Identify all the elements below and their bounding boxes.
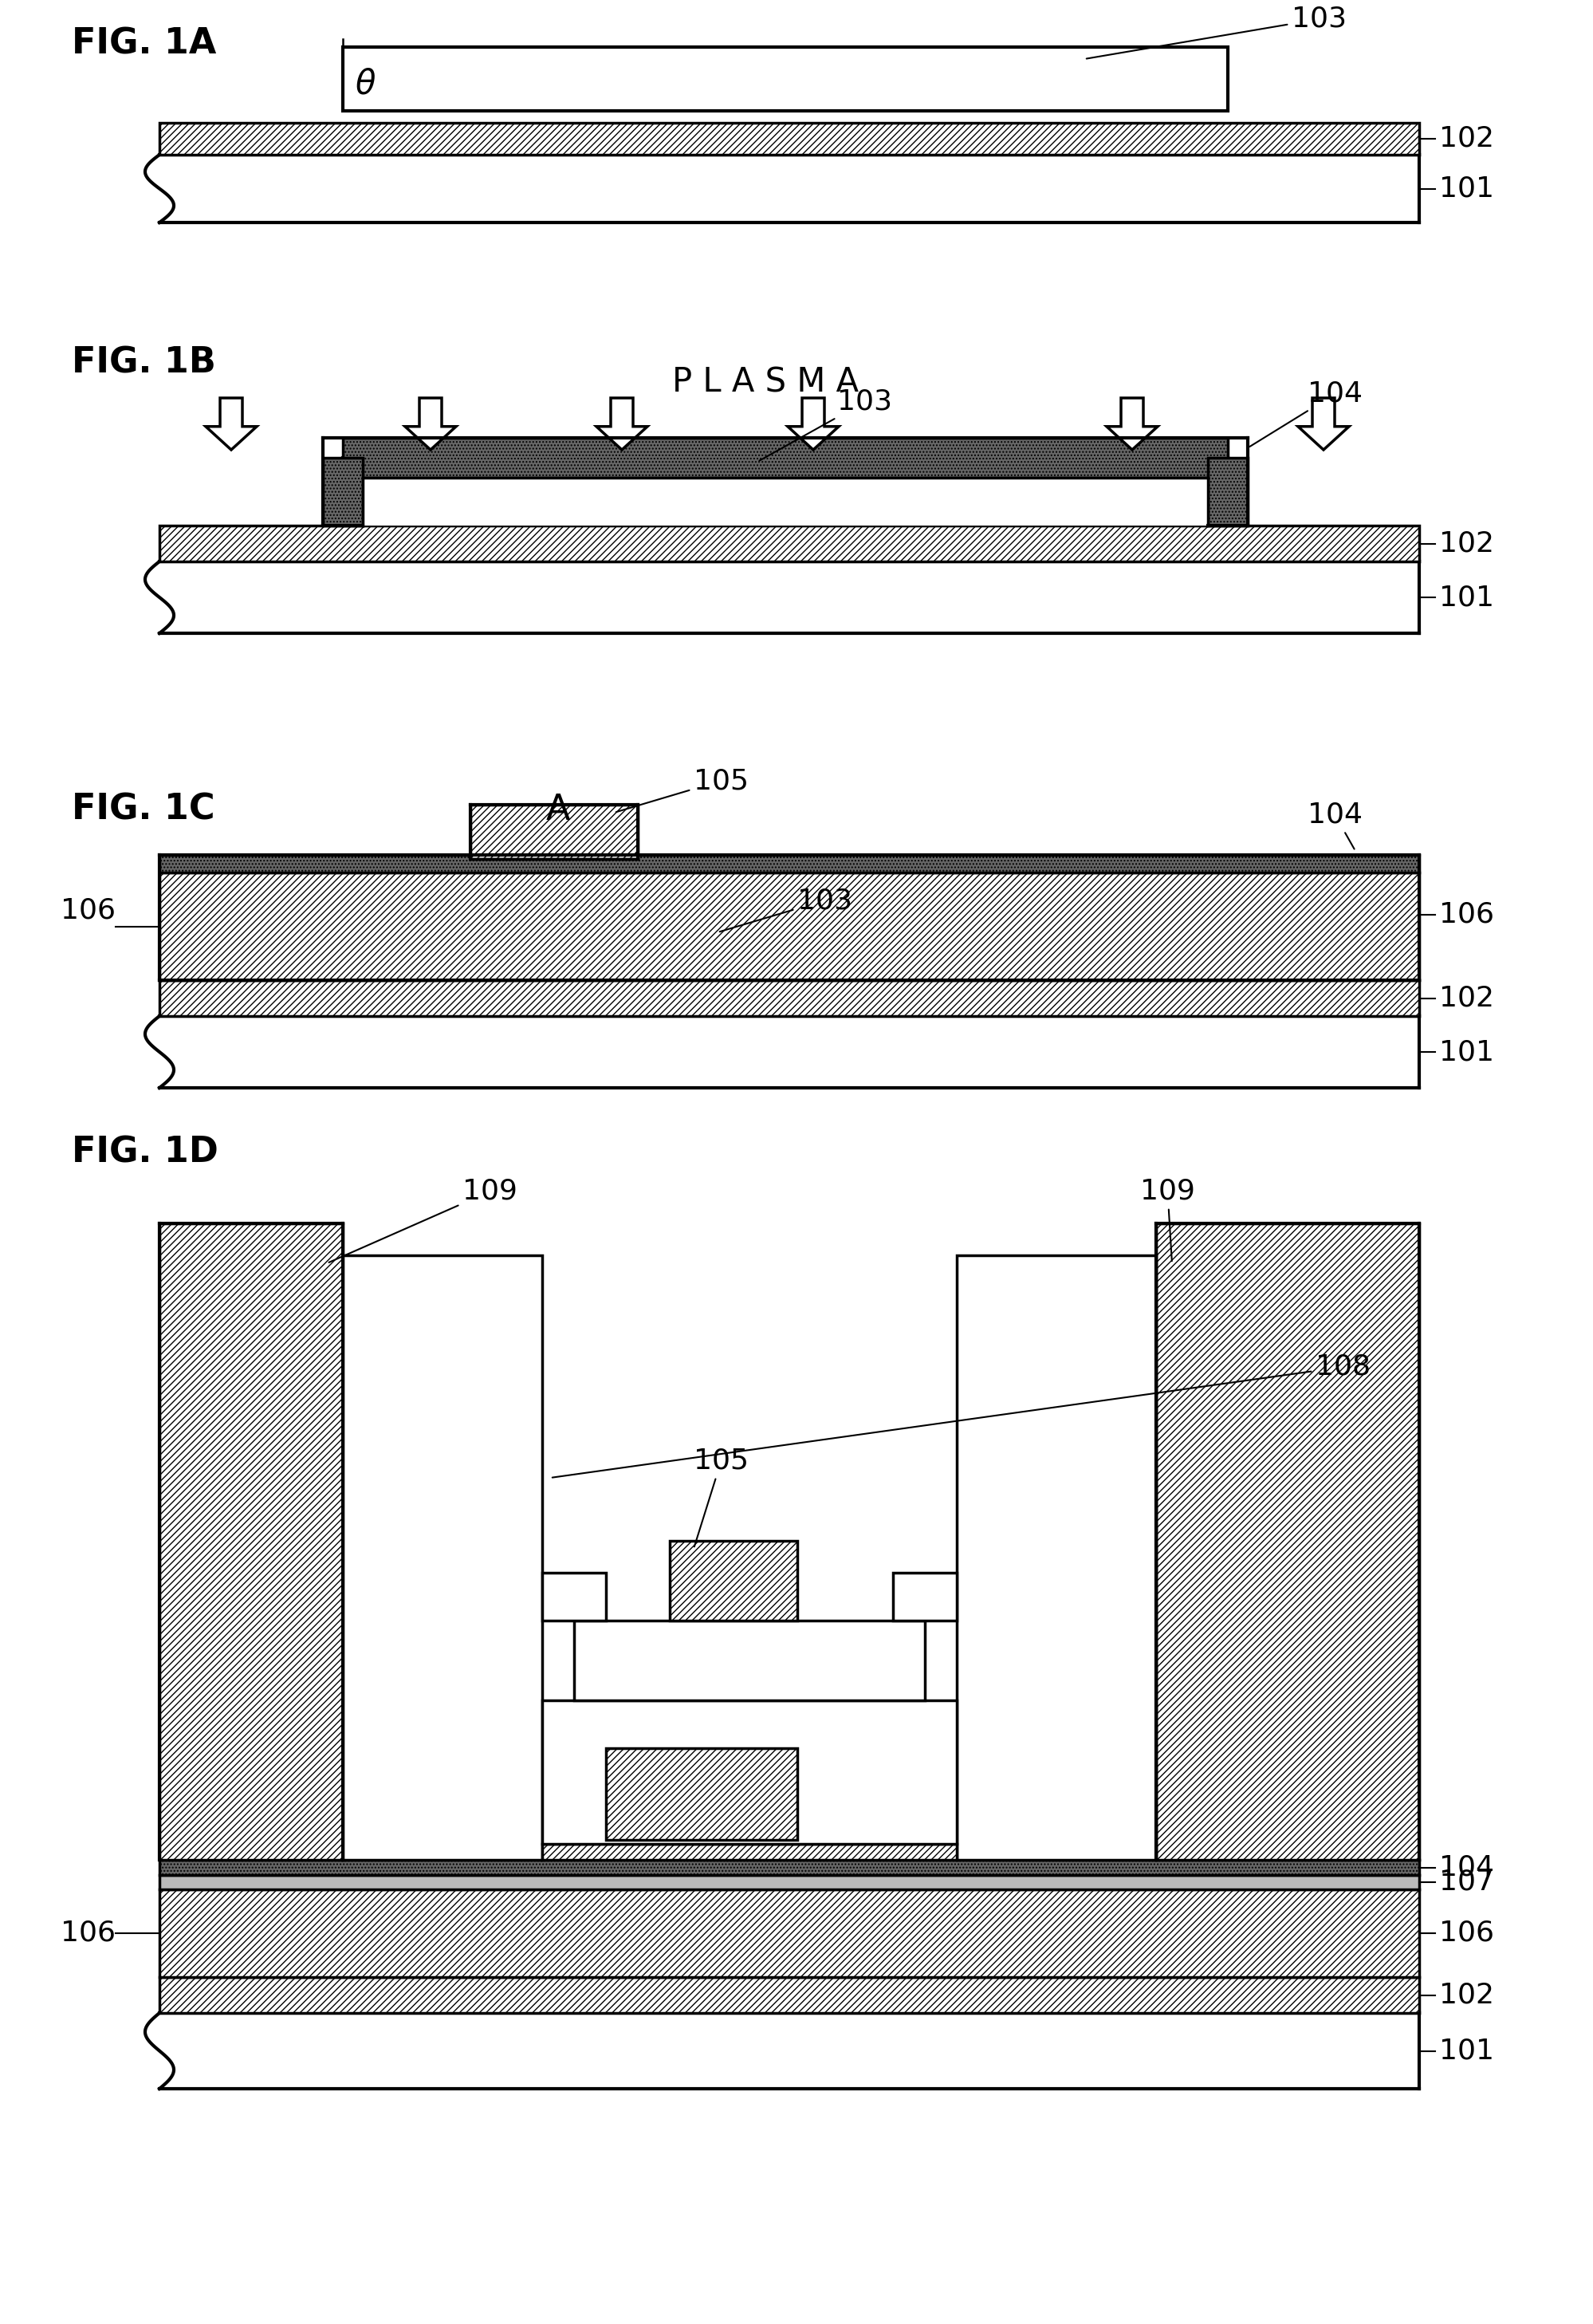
Polygon shape xyxy=(342,1255,542,1859)
Polygon shape xyxy=(542,1701,956,1843)
Text: 102: 102 xyxy=(1438,1982,1493,2008)
Polygon shape xyxy=(596,397,647,451)
Polygon shape xyxy=(542,1573,605,1620)
Text: 101: 101 xyxy=(1438,2038,1493,2064)
Polygon shape xyxy=(470,804,637,860)
Polygon shape xyxy=(956,1255,1155,1859)
Text: 103: 103 xyxy=(720,888,852,932)
Polygon shape xyxy=(342,437,1227,479)
Text: 105: 105 xyxy=(616,767,749,811)
Polygon shape xyxy=(205,397,256,451)
Polygon shape xyxy=(1155,1222,1418,1859)
Text: 104: 104 xyxy=(1306,802,1362,848)
Polygon shape xyxy=(787,397,838,451)
Polygon shape xyxy=(1106,397,1157,451)
Polygon shape xyxy=(159,1978,1418,2013)
Text: 103: 103 xyxy=(758,388,892,460)
Text: 107: 107 xyxy=(1438,1868,1493,1896)
Text: 103: 103 xyxy=(1086,5,1346,58)
Text: FIG. 1A: FIG. 1A xyxy=(72,28,217,60)
Polygon shape xyxy=(363,479,1207,525)
Polygon shape xyxy=(605,1748,796,1841)
Text: 109: 109 xyxy=(328,1178,518,1262)
Polygon shape xyxy=(1207,458,1247,525)
Polygon shape xyxy=(159,525,1418,562)
Polygon shape xyxy=(159,2013,1418,2089)
Polygon shape xyxy=(342,46,1227,112)
Polygon shape xyxy=(323,458,363,525)
Text: 108: 108 xyxy=(553,1353,1370,1478)
Polygon shape xyxy=(159,123,1418,156)
Text: 104: 104 xyxy=(1249,381,1362,446)
Text: 106: 106 xyxy=(1438,1920,1493,1948)
Polygon shape xyxy=(159,1222,342,1859)
Polygon shape xyxy=(405,397,456,451)
Text: 101: 101 xyxy=(1438,1039,1493,1064)
Text: 102: 102 xyxy=(1438,125,1493,153)
Text: 106: 106 xyxy=(61,1920,116,1948)
Text: 101: 101 xyxy=(1438,174,1493,202)
Polygon shape xyxy=(1297,397,1348,451)
Text: 106: 106 xyxy=(1438,902,1493,927)
Text: 102: 102 xyxy=(1438,530,1493,558)
Polygon shape xyxy=(573,1620,924,1701)
Polygon shape xyxy=(342,458,1227,525)
Text: 106: 106 xyxy=(61,897,116,925)
Text: 104: 104 xyxy=(1438,1855,1493,1880)
Polygon shape xyxy=(669,1541,796,1620)
Polygon shape xyxy=(159,1875,1418,1889)
Text: $\theta$: $\theta$ xyxy=(355,67,376,102)
Text: 109: 109 xyxy=(1139,1178,1195,1262)
Polygon shape xyxy=(542,1843,956,1859)
Text: 105: 105 xyxy=(693,1448,749,1548)
Text: 101: 101 xyxy=(1438,583,1493,611)
Polygon shape xyxy=(159,1859,1418,1875)
Polygon shape xyxy=(159,156,1418,223)
Polygon shape xyxy=(159,562,1418,632)
Text: FIG. 1B: FIG. 1B xyxy=(72,346,217,381)
Text: P L A S M A: P L A S M A xyxy=(672,367,859,400)
Polygon shape xyxy=(159,855,1418,872)
Text: 102: 102 xyxy=(1438,985,1493,1011)
Polygon shape xyxy=(159,1016,1418,1088)
Polygon shape xyxy=(159,1889,1418,1978)
Polygon shape xyxy=(159,981,1418,1016)
Polygon shape xyxy=(159,872,1418,981)
Polygon shape xyxy=(892,1573,956,1620)
Text: FIG. 1D: FIG. 1D xyxy=(72,1136,218,1169)
Text: FIG. 1C: FIG. 1C xyxy=(72,792,215,827)
Text: A: A xyxy=(546,792,570,827)
